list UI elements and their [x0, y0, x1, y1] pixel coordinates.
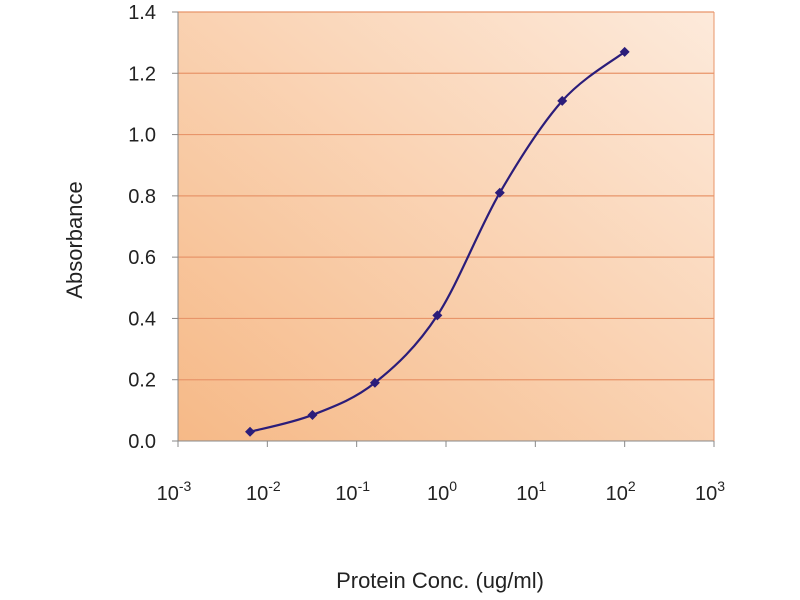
plot-background	[178, 12, 714, 441]
data-point	[369, 377, 380, 388]
x-tick-label: 10-3	[157, 478, 192, 505]
y-tick-label: 1.0	[128, 125, 156, 147]
x-tick-labels: 10-3 10-2 10-1 100 101 102 103	[157, 478, 726, 505]
y-tick-label: 0.6	[128, 247, 156, 269]
y-tick-label: 0.4	[128, 308, 156, 330]
series-layer	[245, 46, 630, 437]
data-point	[557, 95, 568, 106]
y-tick-label: 0.0	[128, 431, 156, 453]
plot-area	[172, 11, 715, 447]
axes	[172, 11, 715, 447]
x-tick-label: 103	[695, 478, 725, 505]
x-tick-label: 101	[516, 478, 546, 505]
y-tick-labels: 0.0 0.2 0.4 0.6 0.8 1.0 1.2 1.4	[128, 2, 156, 453]
y-axis-title: Absorbance	[62, 181, 87, 298]
y-tick-label: 0.2	[128, 370, 156, 392]
y-tick-label: 0.8	[128, 186, 156, 208]
y-tick-label: 1.4	[128, 2, 156, 24]
x-axis-title: Protein Conc. (ug/ml)	[336, 568, 544, 593]
data-point	[494, 187, 505, 198]
x-tick-label: 100	[427, 478, 457, 505]
x-tick-label: 10-1	[335, 478, 370, 505]
data-point	[432, 310, 443, 321]
data-point	[307, 409, 318, 420]
gridlines	[178, 11, 714, 381]
x-tick-label: 102	[606, 478, 636, 505]
x-tick-label: 10-2	[246, 478, 281, 505]
data-point	[619, 46, 630, 57]
data-point	[245, 426, 256, 437]
y-tick-label: 1.2	[128, 63, 156, 85]
